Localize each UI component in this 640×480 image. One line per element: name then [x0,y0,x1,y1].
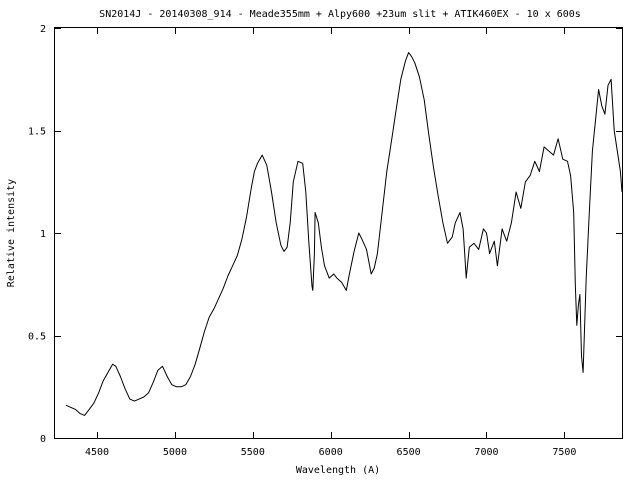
x-tick-label: 6500 [397,447,421,458]
x-tick-label: 4500 [85,447,109,458]
y-axis-ticks: 0 0.5 1 1.5 2 [28,24,622,445]
y-tick-label: 2 [40,24,46,35]
x-tick-label: 7000 [474,447,498,458]
x-tick-label: 7500 [552,447,576,458]
x-axis-label: Wavelength (A) [296,465,380,476]
x-axis-ticks: 4500 5000 5500 6000 6500 7000 7500 [85,28,576,458]
plot-frame [54,27,623,439]
spectrum-series-line [65,52,623,416]
y-tick-label: 1 [40,229,46,240]
y-tick-label: 0 [40,434,46,445]
y-axis-label: Relative intensity [6,179,17,287]
x-tick-label: 6000 [319,447,343,458]
chart-title: SN2014J - 20140308_914 - Meade355mm + Al… [99,9,581,20]
y-tick-label: 0.5 [28,332,46,343]
x-tick-label: 5000 [163,447,187,458]
x-tick-label: 5500 [241,447,265,458]
y-tick-label: 1.5 [28,127,46,138]
